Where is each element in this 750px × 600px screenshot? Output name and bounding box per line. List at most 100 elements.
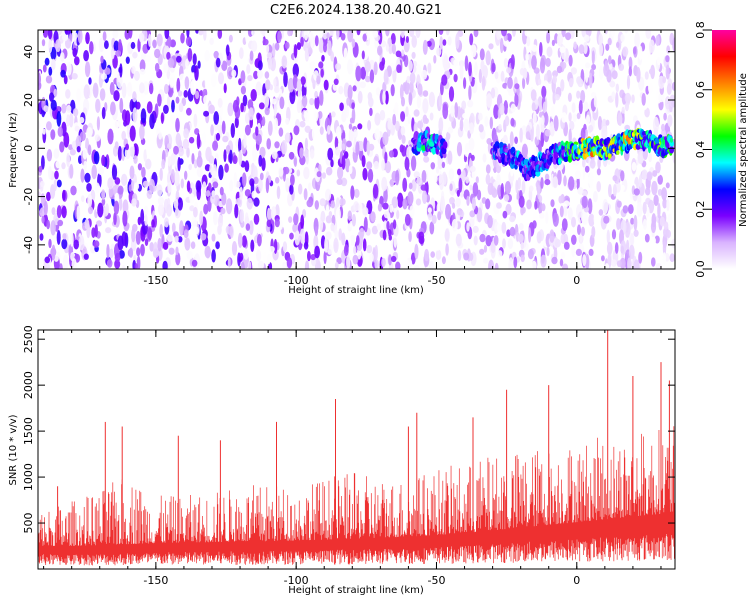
spectrogram-cell	[372, 30, 379, 38]
spectrogram-cell	[311, 126, 317, 141]
spectrogram-cell	[180, 32, 185, 44]
spectrogram-cell	[306, 199, 313, 208]
spectrogram-cell	[276, 185, 281, 200]
spectrogram-cell	[304, 149, 309, 158]
spectrogram-cell	[237, 232, 243, 248]
spectrogram-cell	[258, 154, 263, 167]
spectrogram-cell	[618, 63, 625, 71]
spectrogram-cell	[61, 205, 67, 219]
spectrogram-cell	[76, 205, 81, 221]
spectrogram-cell	[580, 90, 586, 104]
spectrogram-cell	[231, 69, 237, 78]
spectrogram-cell	[112, 183, 117, 197]
spectrogram-cell	[143, 205, 149, 216]
spectrogram-cell	[397, 192, 404, 208]
spectrogram-cell	[531, 260, 537, 269]
spectrogram-cell	[391, 255, 397, 263]
spectrogram-cell	[173, 231, 179, 238]
spectrogram-cell	[333, 78, 339, 86]
spectrogram-cell	[383, 210, 390, 219]
spectrogram-cell	[266, 219, 272, 228]
spectrogram-cell	[584, 69, 589, 83]
spectrogram-cell	[466, 222, 470, 232]
spectrogram-cell	[445, 243, 449, 256]
spectrogram-cell	[438, 30, 444, 35]
spectrogram-cell	[402, 82, 407, 92]
spectrogram-cell	[66, 104, 72, 113]
spectrogram-cell	[194, 65, 199, 81]
spectrogram-cell	[391, 43, 396, 55]
spectrogram-cell	[113, 212, 117, 226]
colorbar-tick-label: 0.2	[694, 201, 707, 219]
spectrogram-cell	[388, 254, 392, 266]
spectrogram-cell	[333, 237, 339, 253]
spectrogram-cell	[615, 92, 619, 108]
spectrogram-cell	[220, 207, 226, 215]
spectrogram-cell	[648, 68, 655, 75]
spectrogram-cell	[447, 126, 454, 134]
spectrogram-cell	[76, 88, 81, 103]
spectrogram-cell	[204, 73, 209, 90]
spectrogram-cell	[101, 198, 106, 206]
spectrogram-cell	[249, 220, 254, 236]
spectrogram-cell	[314, 258, 321, 269]
spectrogram-cell	[286, 257, 293, 269]
spectrogram-cell	[347, 210, 352, 221]
spectrogram-cell	[394, 102, 399, 116]
spectrogram-cell	[463, 118, 470, 132]
spectrogram-cell	[385, 43, 389, 52]
spectrogram-cell	[247, 260, 252, 269]
spectrogram-cell	[51, 207, 56, 216]
spectrogram-cell	[615, 83, 619, 93]
spectrogram-cell	[363, 216, 368, 233]
spectrogram-cell	[348, 123, 353, 130]
spectrogram-cell	[608, 184, 612, 198]
spectrogram-cell	[518, 223, 524, 231]
spectrogram-cell	[231, 241, 238, 256]
spectrogram-cell	[626, 239, 630, 253]
spectrogram-cell	[310, 32, 314, 49]
spectrogram-cell	[410, 155, 417, 171]
spectrogram-cell	[308, 47, 313, 55]
spectrogram-cell	[257, 233, 262, 247]
spectrogram-cell	[521, 143, 529, 159]
spectrogram-cell	[186, 147, 190, 158]
spectrogram-cell	[80, 168, 85, 183]
spectrogram-cell	[496, 202, 502, 209]
spectrogram-cell	[616, 260, 622, 268]
signal-point	[669, 146, 675, 154]
spectrogram-cell	[382, 90, 386, 104]
spectrogram-cell	[469, 122, 474, 135]
spectrogram-cell	[188, 163, 192, 171]
spectrogram-cell	[484, 116, 489, 128]
spectrogram-cell	[96, 220, 102, 227]
spectrogram-cell	[176, 55, 182, 63]
spectrogram-cell	[411, 227, 416, 235]
spectrogram-cell	[265, 177, 270, 194]
spectrogram-cell	[77, 30, 83, 44]
spectrogram-cell	[203, 203, 209, 215]
spectrogram-cell	[87, 193, 93, 208]
spectrogram-cell	[415, 30, 421, 38]
spectrogram-cell	[338, 85, 344, 95]
spectrogram-cell	[321, 54, 325, 62]
spectrogram-cell	[263, 92, 270, 109]
spectrogram-cell	[588, 248, 594, 256]
spectrogram-cell	[514, 136, 518, 145]
snr-y-axis: 500 1000 1500 2000 2500	[22, 325, 675, 534]
spectrogram-cell	[243, 134, 247, 149]
spectrogram-cell	[296, 99, 302, 114]
spectrogram-cell	[538, 195, 543, 203]
spectrogram-cell	[133, 182, 140, 190]
spectrogram-cell	[137, 216, 142, 226]
spectrogram-cell	[415, 198, 422, 206]
spectrogram-cell	[584, 129, 589, 139]
spectrogram-cell	[46, 219, 50, 230]
spectrogram-cell	[174, 207, 181, 219]
spectrogram-cell	[42, 128, 46, 135]
spectrogram-cell	[132, 51, 138, 59]
spectrogram-cell	[97, 202, 104, 218]
spectrogram-cell	[140, 108, 147, 124]
spectrogram-cell	[240, 261, 245, 269]
spectrogram-cell	[435, 249, 442, 260]
